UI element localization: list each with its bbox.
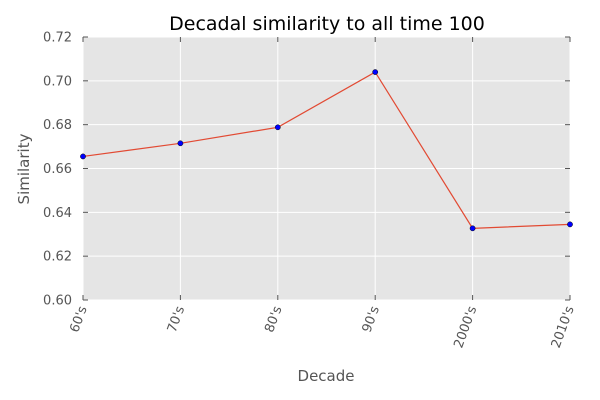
data-point [177, 140, 184, 147]
x-tick-labels: 60's 70's 80's 90's 2000's 2010's [67, 304, 577, 350]
series-group [80, 69, 573, 232]
data-point [567, 221, 573, 228]
y-tick-label: 0.60 [43, 294, 72, 309]
data-point [80, 153, 86, 160]
x-tick-label: 80's [262, 304, 285, 335]
data-point [274, 124, 281, 131]
y-tick-label: 0.70 [43, 74, 72, 89]
y-tick-label: 0.62 [43, 250, 72, 265]
y-tick-label: 0.64 [43, 206, 72, 221]
data-point [372, 69, 379, 75]
series-line [82, 71, 571, 229]
y-tick-label: 0.68 [43, 118, 72, 133]
x-axis-label: Decade [298, 367, 355, 385]
chart-title: Decadal similarity to all time 100 [169, 13, 485, 35]
y-tick-labels: 0.60 0.62 0.64 0.66 0.68 0.70 0.72 [43, 31, 72, 309]
y-axis-label: Similarity [15, 133, 33, 204]
data-point [469, 225, 476, 232]
axis-ticks [82, 36, 571, 301]
x-tick-label: 70's [165, 304, 188, 335]
x-tick-label: 2000's [451, 304, 480, 350]
y-tick-label: 0.66 [43, 162, 72, 177]
y-tick-label: 0.72 [43, 31, 72, 46]
x-tick-label: 90's [360, 304, 383, 335]
x-tick-label: 2010's [549, 304, 578, 350]
x-tick-label: 60's [67, 304, 90, 335]
